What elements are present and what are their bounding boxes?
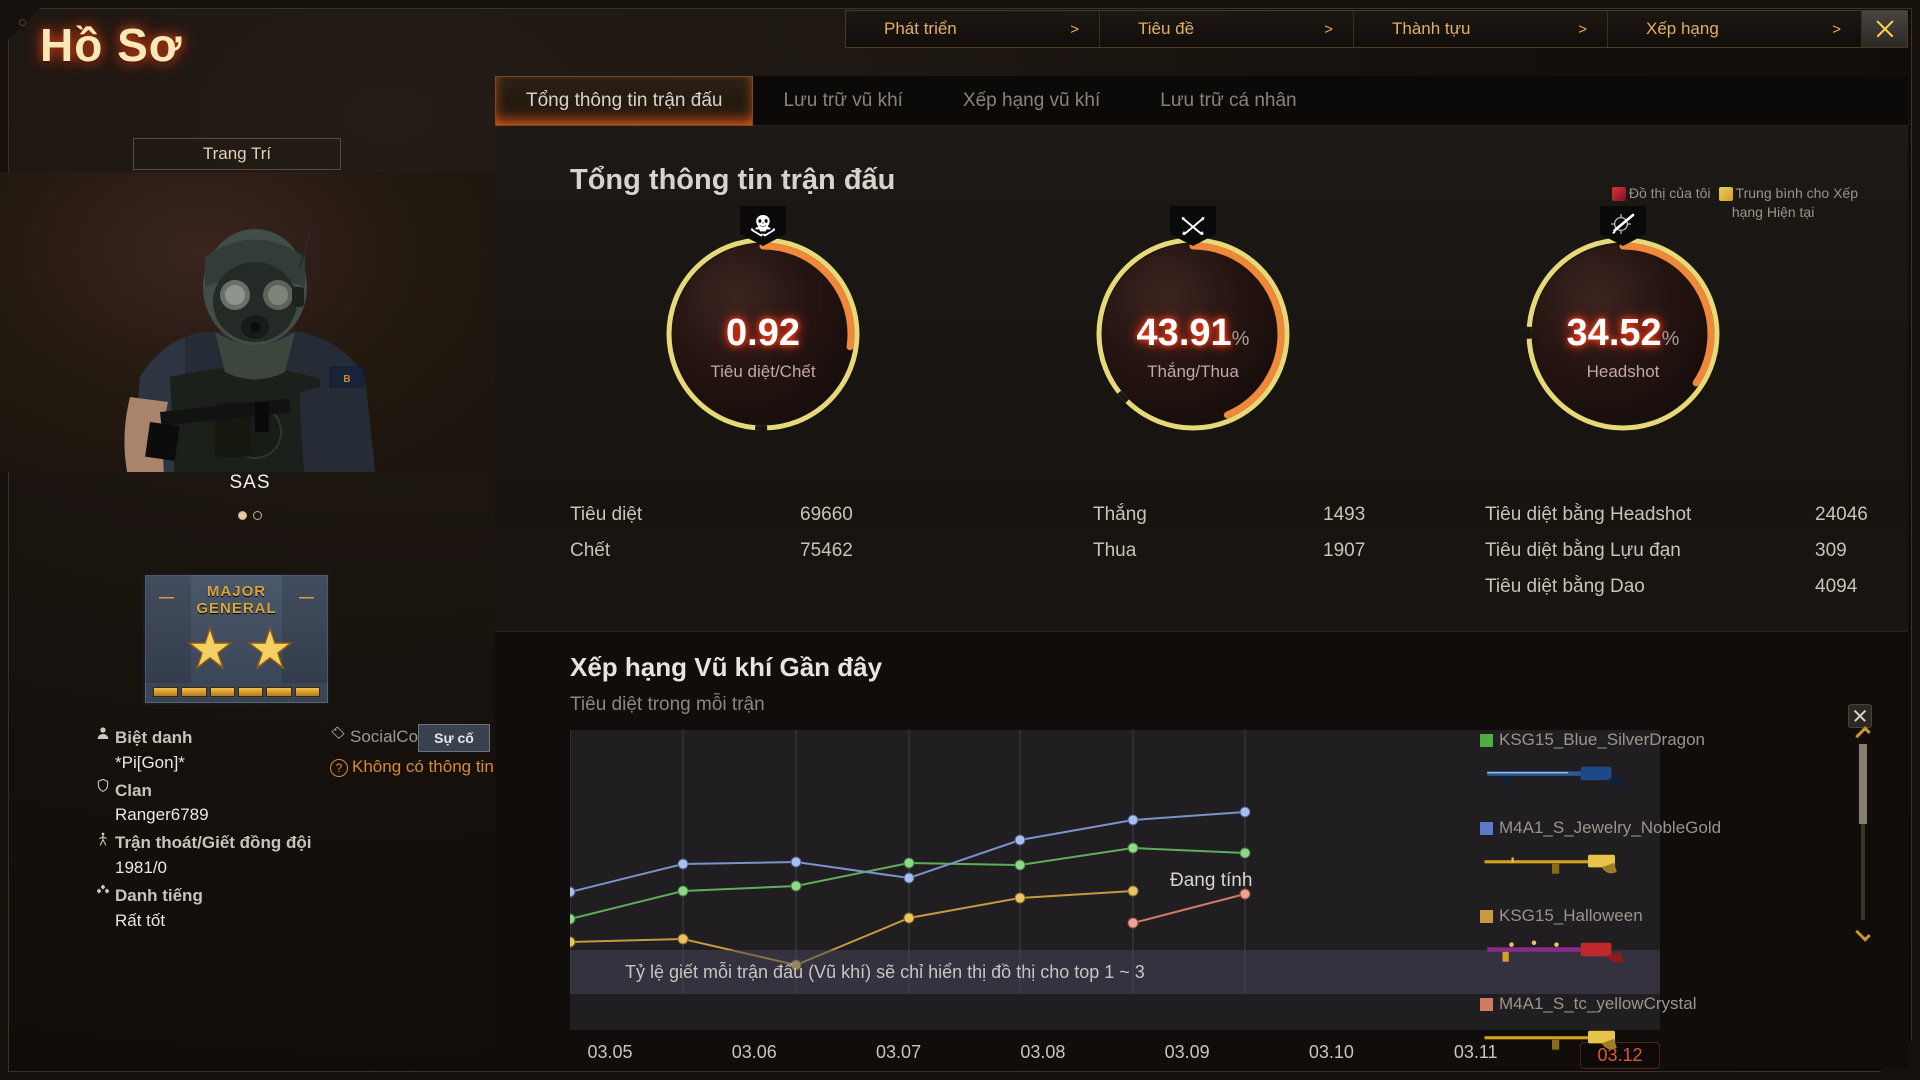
svg-text:B: B (343, 374, 350, 385)
